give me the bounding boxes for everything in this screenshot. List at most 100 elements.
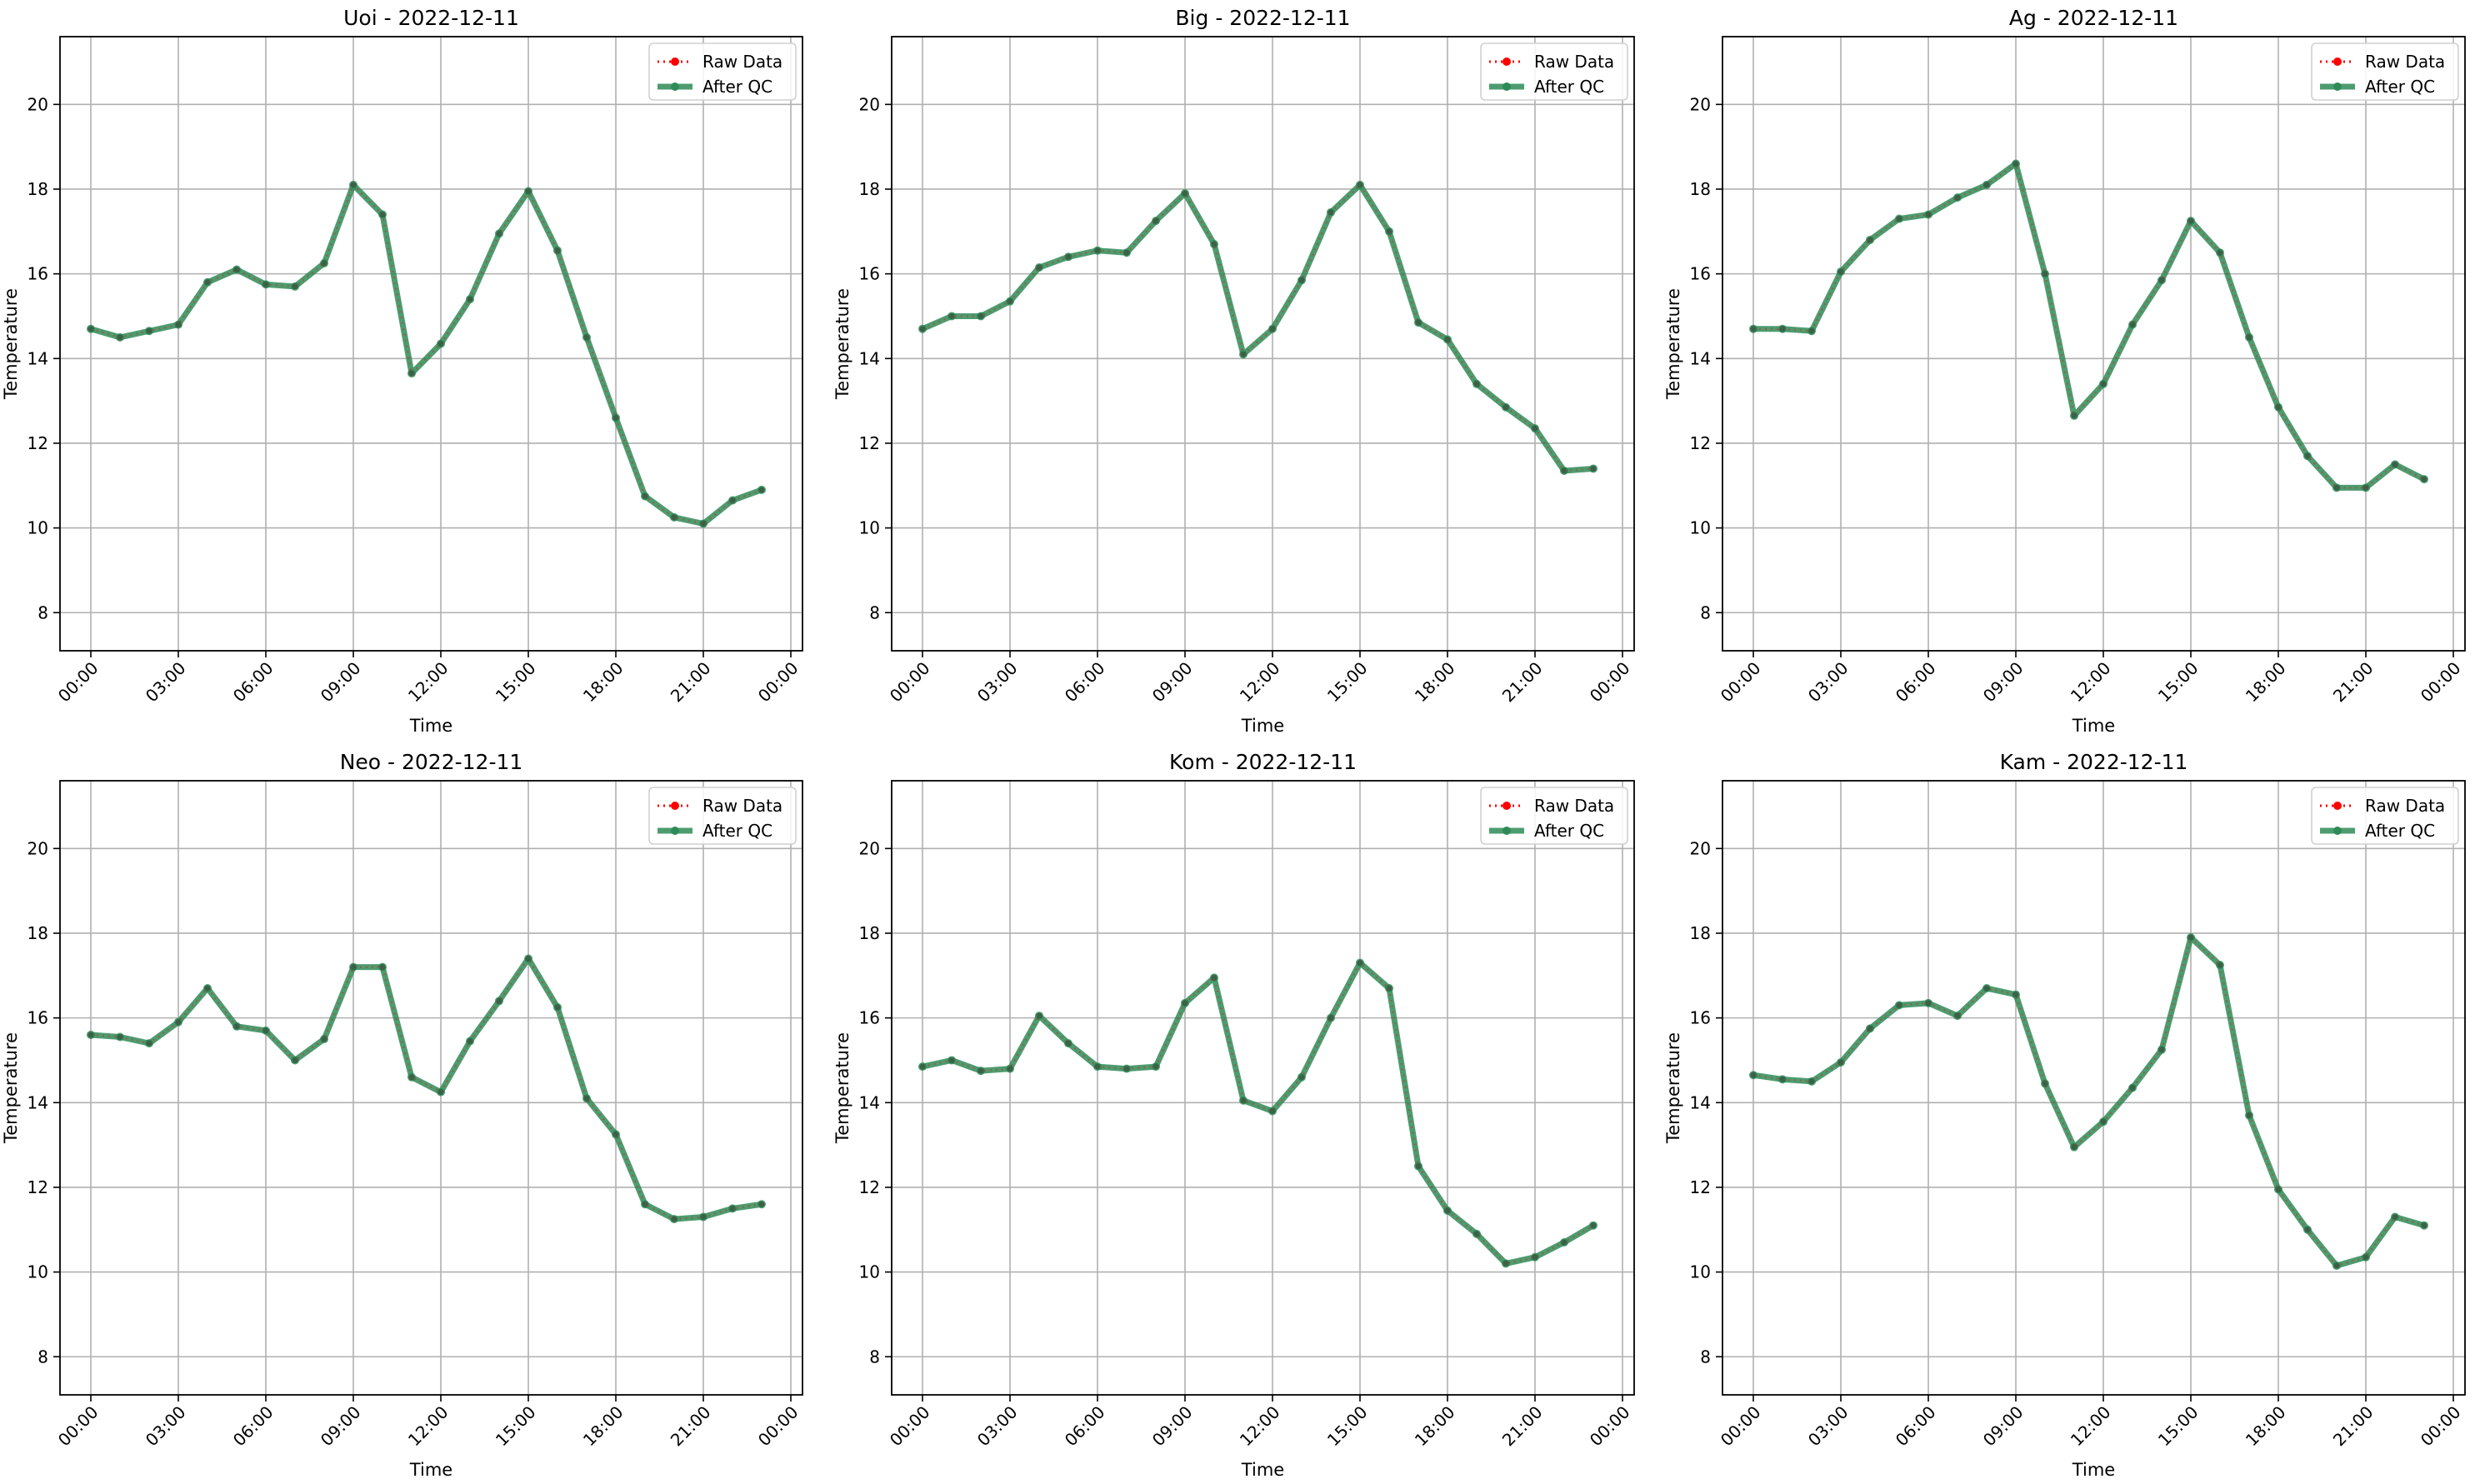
raw-data-point <box>1357 182 1363 188</box>
legend-label-qc: After QC <box>2365 77 2435 97</box>
x-tick-label: 15:00 <box>2154 1402 2202 1451</box>
x-tick-label: 12:00 <box>404 658 452 707</box>
raw-data-point <box>2129 1085 2136 1091</box>
raw-data-point <box>1779 1076 1786 1082</box>
y-axis-label: Temperature <box>1663 1032 1683 1144</box>
raw-data-point <box>919 326 926 332</box>
x-tick-label: 09:00 <box>317 1402 365 1451</box>
x-axis-label: Time <box>2072 1460 2115 1480</box>
y-tick-label: 14 <box>859 1092 880 1112</box>
raw-data-point <box>1473 1231 1480 1237</box>
raw-data-point <box>554 1004 561 1011</box>
x-tick-label: 00:00 <box>1586 658 1634 707</box>
raw-data-point <box>117 334 123 341</box>
raw-data-point <box>1182 190 1188 197</box>
raw-data-point <box>1867 237 1873 243</box>
raw-data-point <box>1896 216 1902 222</box>
raw-data-point <box>2246 334 2252 341</box>
raw-data-point <box>1269 1107 1276 1114</box>
x-tick-label: 06:00 <box>229 658 278 707</box>
y-tick-label: 12 <box>28 433 48 453</box>
raw-data-point <box>1808 327 1815 334</box>
raw-data-point <box>2042 1080 2048 1087</box>
raw-data-point <box>1502 1260 1509 1267</box>
legend-raw-marker <box>671 57 679 66</box>
x-tick-label: 18:00 <box>1411 658 1459 707</box>
raw-data-point <box>758 487 765 493</box>
raw-data-point <box>729 1205 736 1212</box>
legend-label-qc: After QC <box>1534 821 1604 841</box>
raw-data-point <box>2158 277 2165 283</box>
x-axis-label: Time <box>409 1460 452 1480</box>
x-tick-label: 12:00 <box>1236 1402 1284 1451</box>
x-tick-label: 00:00 <box>754 1402 802 1451</box>
raw-data-point <box>321 1036 328 1042</box>
y-axis-label: Temperature <box>1 1032 21 1144</box>
x-tick-label: 06:00 <box>1061 658 1109 707</box>
x-axis-label: Time <box>1241 716 1284 736</box>
y-tick-label: 8 <box>1700 1347 1711 1367</box>
x-tick-label: 06:00 <box>229 1402 278 1451</box>
plot-area <box>1722 781 2465 1395</box>
raw-data-point <box>1036 264 1042 271</box>
y-axis-label: Temperature <box>832 288 852 400</box>
x-tick-label: 03:00 <box>142 1402 190 1451</box>
legend-qc-marker <box>2333 82 2342 91</box>
raw-data-point <box>671 514 678 521</box>
raw-data-point <box>467 296 473 302</box>
raw-data-point <box>1065 253 1072 260</box>
x-tick-label: 09:00 <box>317 658 365 707</box>
axes-frame <box>891 780 1635 1396</box>
y-tick-label: 8 <box>869 602 880 622</box>
y-tick-label: 14 <box>1690 348 1711 368</box>
raw-data-point <box>2421 1222 2428 1229</box>
raw-data-point <box>2071 412 2078 419</box>
raw-data-point <box>321 260 328 267</box>
raw-data-point <box>1867 1025 1873 1032</box>
raw-data-point <box>2304 1227 2311 1233</box>
y-tick-label: 16 <box>1690 264 1711 284</box>
plot-area <box>892 37 1634 651</box>
legend: Raw Data After QC <box>1480 787 1628 845</box>
raw-data-point <box>1328 209 1334 216</box>
legend-qc-marker <box>1502 827 1511 835</box>
x-tick-label: 09:00 <box>1148 1402 1197 1451</box>
raw-data-point <box>204 985 211 992</box>
raw-data-point <box>1152 1063 1159 1070</box>
raw-data-point <box>496 230 502 237</box>
y-tick-label: 18 <box>859 923 880 943</box>
legend-qc-marker <box>1502 82 1511 91</box>
raw-data-point <box>262 281 269 287</box>
y-tick-label: 20 <box>1690 94 1711 114</box>
y-tick-label: 18 <box>28 179 48 199</box>
y-tick-label: 16 <box>859 264 880 284</box>
raw-data-point <box>2158 1047 2165 1053</box>
legend: Raw Data After QC <box>2311 42 2459 101</box>
axes-frame <box>1722 780 2466 1396</box>
raw-data-point <box>2129 322 2136 328</box>
x-tick-label: 03:00 <box>1804 1402 1852 1451</box>
plot-area <box>892 781 1634 1395</box>
raw-data-point <box>1298 277 1305 283</box>
legend-label-qc: After QC <box>702 77 772 97</box>
raw-data-point <box>146 1040 152 1047</box>
x-axis-label: Time <box>409 716 452 736</box>
x-tick-label: 18:00 <box>2242 658 2290 707</box>
y-tick-label: 10 <box>28 518 48 538</box>
y-tick-label: 20 <box>859 838 880 858</box>
x-axis-label: Time <box>1241 1460 1284 1480</box>
legend: Raw Data After QC <box>2311 787 2459 845</box>
raw-data-point <box>1152 217 1159 224</box>
raw-data-point <box>2217 249 2223 256</box>
y-tick-label: 14 <box>859 348 880 368</box>
raw-data-point <box>438 341 444 347</box>
axes-frame <box>59 36 803 652</box>
y-tick-label: 20 <box>859 94 880 114</box>
series-line-raw-data <box>922 961 1594 1265</box>
raw-data-point <box>671 1216 678 1222</box>
raw-data-point <box>117 1034 123 1041</box>
raw-data-point <box>1532 1254 1538 1261</box>
x-tick-label: 12:00 <box>2067 1402 2115 1451</box>
y-tick-label: 14 <box>1690 1092 1711 1112</box>
y-tick-label: 8 <box>38 1347 48 1367</box>
